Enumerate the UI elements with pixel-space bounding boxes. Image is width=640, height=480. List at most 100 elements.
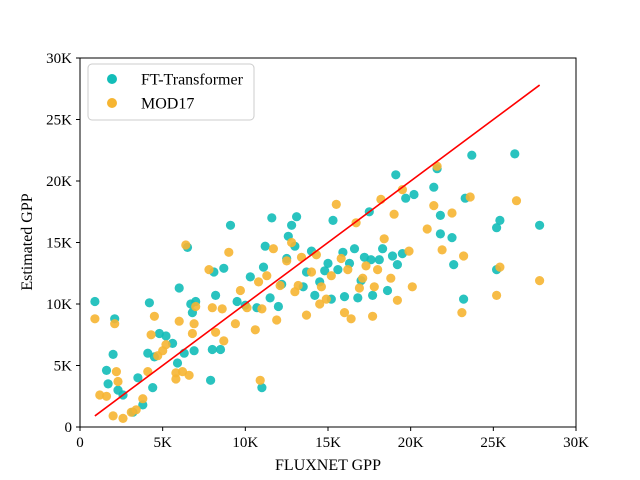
point-ft-transformer (378, 244, 388, 254)
y-tick-label: 0 (65, 420, 73, 436)
x-tick-label: 20K (398, 435, 424, 451)
plot-area (90, 84, 545, 423)
point-ft-transformer (108, 349, 118, 359)
legend-label-mod17: MOD17 (141, 96, 194, 113)
point-mod17 (268, 244, 278, 254)
point-mod17 (346, 314, 356, 324)
point-ft-transformer (392, 260, 402, 270)
y-tick-label: 5K (54, 359, 73, 375)
point-mod17 (171, 374, 181, 384)
point-ft-transformer (148, 383, 158, 393)
point-mod17 (397, 185, 407, 195)
point-mod17 (257, 304, 267, 314)
point-ft-transformer (101, 365, 112, 375)
point-ft-transformer (349, 244, 360, 254)
point-mod17 (110, 319, 120, 329)
point-ft-transformer (492, 223, 502, 233)
point-mod17 (101, 391, 112, 401)
x-tick-label: 0 (76, 435, 84, 451)
point-mod17 (204, 265, 214, 275)
point-mod17 (358, 273, 368, 283)
point-mod17 (161, 340, 171, 350)
y-tick-label: 30K (46, 51, 72, 67)
point-mod17 (492, 290, 502, 300)
point-ft-transformer (409, 189, 419, 200)
point-mod17 (207, 303, 217, 313)
point-mod17 (272, 315, 282, 325)
point-ft-transformer (265, 293, 275, 303)
point-mod17 (146, 330, 156, 340)
point-mod17 (386, 273, 396, 283)
point-ft-transformer (260, 241, 270, 251)
point-mod17 (422, 224, 432, 234)
point-mod17 (282, 256, 292, 266)
point-mod17 (224, 247, 234, 257)
point-ft-transformer (333, 265, 343, 275)
point-ft-transformer (245, 272, 255, 282)
point-mod17 (315, 299, 325, 309)
legend-box (87, 63, 255, 121)
y-axis-label: Estimated GPP (19, 193, 36, 290)
x-tick-label: 10K (232, 435, 258, 451)
point-mod17 (316, 282, 326, 292)
point-mod17 (429, 201, 439, 211)
point-ft-transformer (320, 266, 330, 276)
point-ft-transformer (90, 296, 100, 307)
point-mod17 (321, 294, 331, 304)
point-mod17 (275, 280, 285, 291)
x-tick-label: 5K (153, 435, 172, 451)
x-axis: 0 5K 10K 15K 20K 25K 30K (76, 427, 589, 451)
point-ft-transformer (467, 150, 477, 160)
x-axis-label: FLUXNET GPP (275, 457, 381, 474)
point-mod17 (187, 328, 197, 339)
fit-line (94, 84, 541, 417)
point-mod17 (149, 311, 159, 321)
point-ft-transformer (232, 296, 242, 307)
legend-label-ft-transformer: FT-Transformer (141, 72, 244, 89)
point-mod17 (90, 314, 100, 324)
point-mod17 (118, 413, 128, 423)
point-mod17 (389, 209, 399, 219)
point-mod17 (217, 304, 227, 314)
point-mod17 (254, 277, 264, 287)
point-ft-transformer (535, 220, 545, 230)
point-mod17 (306, 267, 317, 277)
series-mod17 (90, 161, 545, 423)
point-mod17 (361, 261, 371, 271)
point-ft-transformer (459, 294, 469, 304)
point-ft-transformer (292, 212, 302, 222)
point-mod17 (339, 308, 350, 318)
point-ft-transformer (495, 215, 505, 225)
point-mod17 (392, 295, 402, 305)
point-ft-transformer (391, 170, 401, 180)
point-mod17 (495, 262, 505, 272)
point-ft-transformer (258, 262, 269, 272)
point-mod17 (354, 283, 364, 293)
point-ft-transformer (447, 233, 457, 243)
point-ft-transformer (401, 193, 411, 203)
legend-marker-ft-transformer (107, 74, 117, 84)
point-mod17 (459, 251, 469, 261)
point-ft-transformer (382, 285, 393, 296)
point-mod17 (287, 237, 297, 248)
point-mod17 (262, 271, 272, 281)
point-mod17 (301, 310, 312, 320)
point-mod17 (437, 245, 447, 255)
point-ft-transformer (206, 375, 216, 385)
point-mod17 (407, 282, 417, 292)
point-mod17 (447, 208, 457, 218)
legend-marker-mod17 (107, 98, 117, 108)
point-mod17 (368, 311, 378, 321)
point-mod17 (108, 411, 118, 421)
point-mod17 (235, 285, 245, 296)
point-mod17 (219, 336, 229, 346)
y-tick-label: 25K (46, 113, 72, 129)
point-ft-transformer (366, 255, 376, 265)
point-mod17 (511, 196, 522, 206)
point-mod17 (379, 234, 389, 244)
point-ft-transformer (144, 298, 154, 308)
point-ft-transformer (267, 213, 277, 223)
point-mod17 (343, 265, 353, 275)
point-ft-transformer (429, 182, 439, 192)
point-ft-transformer (257, 383, 267, 393)
